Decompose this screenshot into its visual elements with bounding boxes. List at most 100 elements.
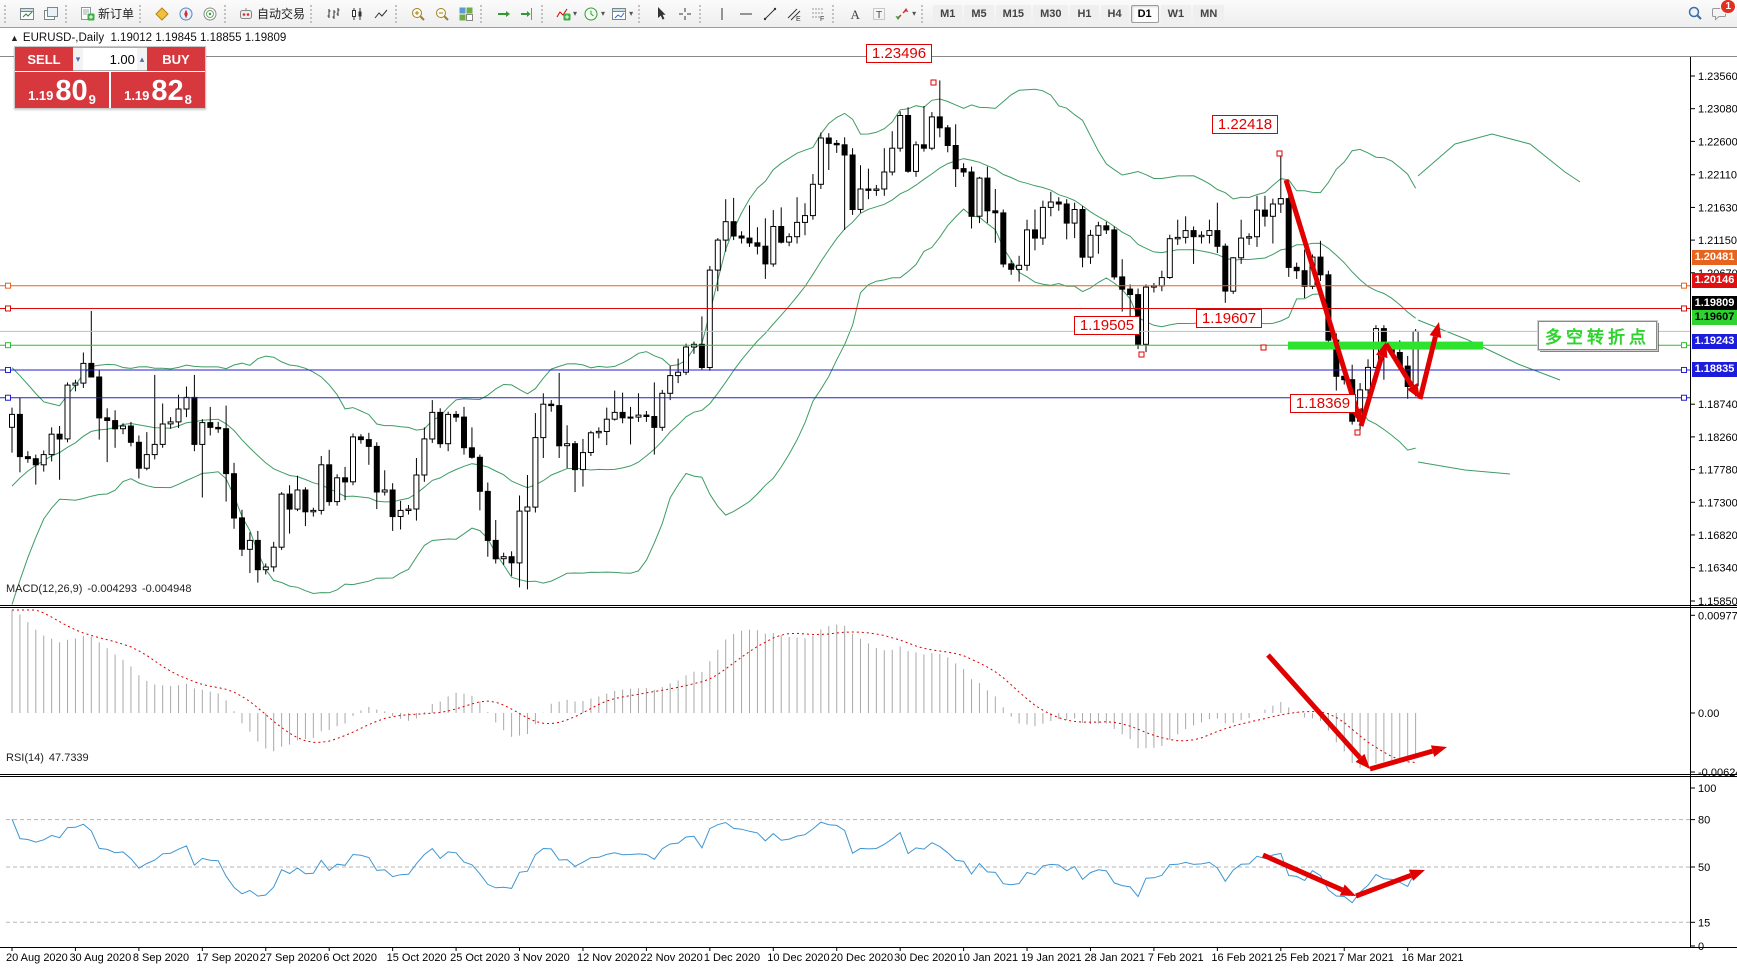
svg-text:12 Nov 2020: 12 Nov 2020 — [577, 952, 639, 964]
autotrading-button[interactable]: 自动交易 — [235, 3, 308, 25]
strategy-tester-button[interactable] — [198, 3, 222, 25]
trendline-button[interactable] — [758, 3, 782, 25]
arrows-button[interactable]: ▾ — [891, 3, 919, 25]
symbol-name: EURUSD-,Daily — [22, 32, 105, 44]
candle — [1158, 277, 1165, 287]
line-handle — [1681, 305, 1687, 312]
candle — [9, 413, 15, 428]
buy-price[interactable]: 1.19 82 8 — [111, 72, 205, 108]
templates-button[interactable]: ▾ — [608, 3, 636, 25]
indicators-icon — [556, 8, 571, 20]
timeframe-D1-button[interactable]: D1 — [1130, 4, 1159, 23]
timeframe-M30-button[interactable]: M30 — [1033, 4, 1069, 23]
candle — [492, 539, 499, 560]
volume-stepper[interactable]: ▾ ▴ — [73, 47, 147, 71]
macd-arrows[interactable] — [1266, 653, 1447, 772]
timeframe-H4-button[interactable]: H4 — [1100, 4, 1129, 23]
trend-arrows[interactable] — [1283, 179, 1442, 427]
timeframe-H1-button[interactable]: H1 — [1070, 4, 1099, 23]
sell-button[interactable]: SELL — [15, 47, 73, 71]
candlestick-chart-button[interactable] — [345, 3, 369, 25]
chart-title: ▲ EURUSD-,Daily 1.19012 1.19845 1.18855 1… — [10, 32, 286, 44]
svg-text:7 Feb 2021: 7 Feb 2021 — [1148, 952, 1204, 964]
price-annotation-label[interactable]: 1.19607 — [1196, 309, 1262, 328]
timeframe-M1-button[interactable]: M1 — [933, 4, 963, 23]
svg-text:6 Oct 2020: 6 Oct 2020 — [323, 952, 377, 964]
svg-text:1.21150: 1.21150 — [1698, 235, 1737, 247]
new-order-button[interactable]: 新订单 — [76, 3, 137, 25]
svg-text:10 Dec 2020: 10 Dec 2020 — [767, 952, 829, 964]
candle — [651, 416, 658, 428]
svg-text:1.16340: 1.16340 — [1698, 563, 1737, 575]
candle — [873, 188, 880, 191]
sell-price[interactable]: 1.19 80 9 — [15, 72, 109, 108]
svg-text:22 Nov 2020: 22 Nov 2020 — [640, 952, 702, 964]
market-watch-button[interactable] — [150, 3, 174, 25]
horizontal-line-button[interactable] — [734, 3, 758, 25]
text-button[interactable]: A — [843, 3, 867, 25]
timeframe-M15-button[interactable]: M15 — [995, 4, 1032, 23]
price-annotation-label[interactable]: 1.18369 — [1290, 394, 1356, 413]
chart-profiles-button[interactable] — [39, 3, 63, 25]
chat-button[interactable]: 1 — [1707, 0, 1736, 24]
candle — [104, 417, 111, 421]
candle — [1230, 257, 1237, 292]
candle — [1000, 212, 1007, 265]
candle — [72, 382, 79, 386]
svg-text:1.22600: 1.22600 — [1698, 136, 1737, 148]
candle — [56, 433, 63, 440]
buy-button[interactable]: BUY — [147, 47, 205, 71]
svg-text:1.15850: 1.15850 — [1698, 596, 1737, 608]
channel-button[interactable]: E — [782, 3, 806, 25]
line-chart-button[interactable] — [369, 3, 393, 25]
tile-windows-button[interactable] — [454, 3, 478, 25]
vertical-line-button[interactable] — [710, 3, 734, 25]
candle — [1143, 286, 1149, 345]
fibonacci-button[interactable]: F — [806, 3, 830, 25]
rsi-arrows[interactable] — [1261, 852, 1425, 899]
new-chart-button[interactable] — [15, 3, 39, 25]
price-annotation-label[interactable]: 1.23496 — [866, 44, 932, 63]
candle — [825, 137, 832, 144]
navigator-button[interactable] — [174, 3, 198, 25]
indicators-button[interactable]: ▾ — [552, 3, 580, 25]
zoom-out-button[interactable] — [430, 3, 454, 25]
candle — [1293, 266, 1300, 272]
auto-scroll-button[interactable] — [491, 3, 515, 25]
volume-increase-button[interactable]: ▴ — [136, 48, 147, 70]
volume-decrease-button[interactable]: ▾ — [73, 48, 84, 70]
volume-input[interactable] — [83, 48, 137, 70]
candle — [270, 546, 277, 568]
bar-chart-icon — [327, 7, 340, 19]
svg-text:20 Aug 2020: 20 Aug 2020 — [6, 952, 68, 964]
timeframe-M5-button[interactable]: M5 — [964, 4, 994, 23]
collapse-triangle-icon[interactable]: ▲ — [10, 33, 19, 43]
candle — [112, 420, 119, 430]
cursor-icon — [658, 6, 666, 20]
timeframe-W1-button[interactable]: W1 — [1160, 4, 1192, 23]
label-button[interactable]: T — [867, 3, 891, 25]
zoom-in-button[interactable] — [406, 3, 430, 25]
svg-text:25 Feb 2021: 25 Feb 2021 — [1275, 952, 1337, 964]
search-button[interactable] — [1683, 2, 1707, 24]
periods-button[interactable]: ▾ — [580, 3, 608, 25]
chart-canvas[interactable]: 1.23560 1.23080 1.22600 1.22110 1.21630 1.211… — [0, 28, 1737, 969]
chart-window[interactable]: 1.23560 1.23080 1.22600 1.22110 1.21630 1.211… — [0, 28, 1737, 964]
candle — [619, 411, 626, 419]
chart-shift-button[interactable] — [515, 3, 539, 25]
candle — [627, 416, 634, 419]
candle — [1182, 230, 1189, 238]
candle-chart-icon — [352, 7, 362, 20]
line-chart-icon — [374, 9, 388, 18]
timeframe-MN-button[interactable]: MN — [1193, 4, 1225, 23]
crosshair-button[interactable] — [673, 3, 697, 25]
price-annotation-label[interactable]: 1.22418 — [1212, 115, 1278, 134]
candle — [445, 413, 452, 445]
candle — [540, 403, 547, 439]
price-annotation-label[interactable]: 1.19505 — [1074, 316, 1140, 335]
cursor-button[interactable] — [649, 3, 673, 25]
turning-point-note[interactable]: 多空转折点 — [1537, 320, 1658, 351]
candle — [484, 490, 491, 541]
bar-chart-button[interactable] — [321, 3, 345, 25]
candle — [334, 477, 341, 503]
